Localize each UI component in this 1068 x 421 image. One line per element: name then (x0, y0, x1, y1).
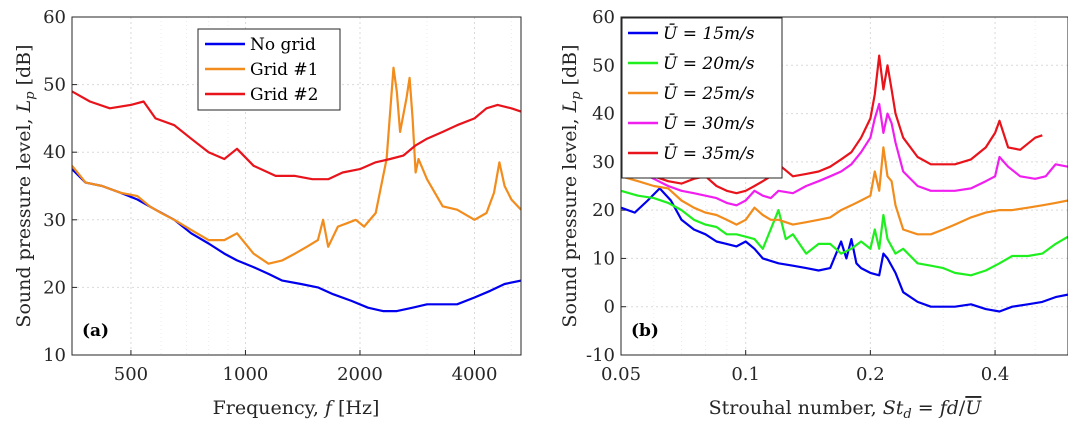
legend-b-entry-4: Ū = 35m/s (663, 143, 755, 164)
panel-b-ytick-label: 40 (592, 104, 615, 125)
panel-a-xlabel: Frequency, f [Hz] (213, 397, 380, 419)
panel-b-frame (620, 16, 1068, 356)
panel-b-series-line-1 (621, 189, 1068, 277)
panel-b: 0.05 0.1 0.2 0.4 -10 0 10 20 30 40 50 60 (b) Strouh… (559, 7, 1068, 421)
panel-a-ytick-label: 10 (43, 345, 66, 366)
panel-b-xtick-label: 0.05 (601, 364, 641, 385)
panel-a-ticks: 500 1000 2000 4000 10 20 30 40 50 60 (43, 7, 497, 385)
panel-a-xtick-label: 2000 (337, 364, 383, 385)
panel-b-ytick-label: 0 (604, 297, 615, 318)
panel-b-lines (621, 54, 1068, 313)
panel-b-label: (b) (631, 321, 659, 341)
panel-a-ytick-label: 20 (43, 277, 66, 298)
panel-a-xtick-label: 500 (114, 364, 148, 385)
panel-a-label: (a) (82, 321, 109, 341)
panel-a-xtick-label: 4000 (452, 364, 498, 385)
panel-a-series-line-1 (72, 66, 521, 265)
panel-b-xtick-label: 0.2 (856, 364, 885, 385)
panel-a: 500 1000 2000 4000 10 20 30 40 50 60 (a) Frequenc… (13, 7, 522, 419)
panel-a-series-line-0 (72, 168, 521, 313)
panel-b-series-line-2 (621, 146, 1068, 236)
panel-a-ytick-label: 30 (43, 210, 66, 231)
legend-a-grid-1: Grid #1 (250, 60, 319, 80)
panel-a-frame (71, 16, 522, 356)
panel-b-ytick-label: 10 (592, 248, 615, 269)
panel-a-ytick-label: 50 (43, 75, 66, 96)
panel-b-xtick-label: 0.4 (981, 364, 1010, 385)
panel-b-xlabel: Strouhal number, Std = fd/U (709, 397, 983, 421)
panel-a-xtick-label: 1000 (223, 364, 269, 385)
panel-a-ytick-label: 40 (43, 142, 66, 163)
legend-b-entry-3: Ū = 30m/s (663, 113, 755, 134)
legend-a-grid-2: Grid #2 (250, 85, 319, 105)
panel-a-ytick-label: 60 (43, 7, 66, 28)
panel-b-ytick-label: 20 (592, 200, 615, 221)
panel-b-ytick-label: 50 (592, 55, 615, 76)
panel-a-lines (72, 66, 521, 313)
panel-b-ylabel: Sound pressure level, Lp [dB] (559, 44, 584, 327)
legend-a-no-grid: No grid (250, 35, 316, 55)
panel-a-ylabel: Sound pressure level, Lp [dB] (13, 44, 38, 327)
panel-b-xtick-label: 0.1 (731, 364, 760, 385)
panel-b-ticks: 0.05 0.1 0.2 0.4 -10 0 10 20 30 40 50 60 (586, 7, 1009, 385)
panel-b-series-line-3 (621, 102, 1068, 207)
legend-b-entry-0: Ū = 15m/s (663, 23, 755, 44)
panel-b-ytick-label: 60 (592, 7, 615, 28)
legend-b-entry-2: Ū = 25m/s (663, 83, 755, 104)
panel-b-series-line-0 (621, 187, 1068, 313)
panel-b-ytick-label: 30 (592, 152, 615, 173)
panel-b-ytick-label: -10 (586, 345, 615, 366)
panel-b-series-line-4 (621, 54, 1043, 195)
legend-b-entry-1: Ū = 20m/s (663, 53, 755, 74)
panel-b-legend: Ū = 15m/s Ū = 20m/s Ū = 25m/s Ū = 30m/s Ū = … (621, 17, 783, 179)
panel-a-legend: No grid Grid #1 Grid #2 (197, 28, 341, 111)
panel-a-series-line-2 (72, 90, 521, 181)
